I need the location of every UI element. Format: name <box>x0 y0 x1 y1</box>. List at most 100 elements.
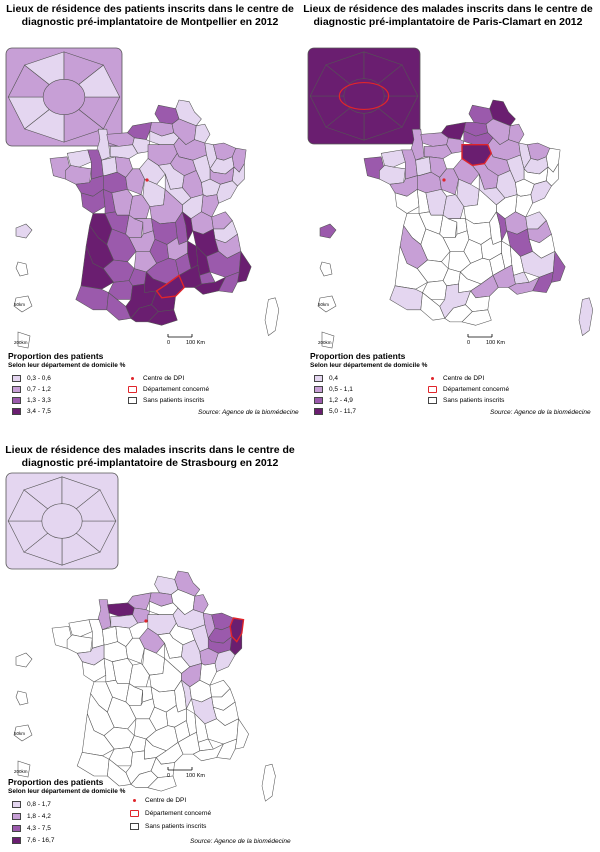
main-map <box>363 99 594 336</box>
department-pyrorient <box>461 309 492 326</box>
department-gard <box>492 264 516 288</box>
legend-sans-patients: Sans patients inscrits <box>130 823 206 830</box>
legend-label: Département concerné <box>143 386 210 393</box>
legend-center-dpi: Centre de DPI <box>428 375 484 382</box>
department-rhone <box>182 211 194 242</box>
department-morbihan <box>65 165 92 185</box>
overseas-island <box>15 652 33 668</box>
overseas-insets: 50km 200km <box>13 223 33 349</box>
legend-swatch <box>12 397 21 404</box>
legend-class-4: 5,0 - 11,7 <box>314 408 356 415</box>
map-panel-montpellier: Lieux de résidence des patients inscrits… <box>0 0 300 425</box>
legend-departement-concerne: Département concerné <box>128 386 209 393</box>
scale-label-100km: 100 Km <box>186 773 205 779</box>
legend-class-3: 4,3 - 7,5 <box>12 825 51 832</box>
department-morbihan <box>66 634 93 654</box>
map-panel-strasbourg: Lieux de résidence des malades inscrits … <box>0 425 300 852</box>
legend-class-4: 3,4 - 7,5 <box>12 408 51 415</box>
legend-label: Sans patients inscrits <box>443 397 505 404</box>
legend-label: 0,4 <box>329 375 339 382</box>
department-orne <box>110 614 138 629</box>
center-dot-icon <box>130 797 139 804</box>
inset-highlight <box>338 81 390 111</box>
overseas-island <box>13 724 33 742</box>
source-note: Source: Agence de la biomédecine <box>190 838 291 845</box>
department-corse <box>261 763 276 802</box>
legend-swatch <box>428 386 437 393</box>
choropleth-map: 50km 200km 0 100 Km <box>307 47 594 349</box>
overseas-island <box>15 261 29 277</box>
overseas-island <box>319 261 333 277</box>
legend-swatch <box>130 823 139 830</box>
legend-subtitle: Selon leur département de domicile % <box>310 362 428 369</box>
scale-bar: 0 100 Km <box>467 334 505 346</box>
scale-label-zero: 0 <box>167 773 170 779</box>
department-cotesarmor <box>68 619 93 637</box>
legend-swatch <box>128 397 137 404</box>
legend-swatch <box>314 397 323 404</box>
panel-title-line2: diagnostic pré-implantatoire de Strasbou… <box>21 457 279 469</box>
legend-sans-patients: Sans patients inscrits <box>428 397 504 404</box>
legend-swatch <box>12 408 21 415</box>
scale-label-zero: 0 <box>467 340 470 346</box>
legend-label: 5,0 - 11,7 <box>329 408 356 415</box>
legend-class-3: 1,3 - 3,3 <box>12 397 51 404</box>
legend-center-dpi: Centre de DPI <box>130 797 186 804</box>
legend-swatch <box>428 397 437 404</box>
department-rhone <box>496 211 508 242</box>
overseas-insets: 50km 200km <box>317 223 337 349</box>
inset-paris <box>343 78 385 114</box>
inset-scale-label: 200km <box>14 769 28 774</box>
legend-label: 7,6 - 16,7 <box>27 837 55 844</box>
center-dot-icon <box>428 375 437 382</box>
department-manche <box>96 128 111 161</box>
legend-departement-concerne: Département concerné <box>428 386 509 393</box>
inset-scale-label: 200km <box>318 340 332 345</box>
inset-scale-label: 50km <box>14 731 25 736</box>
panel-title-line1: Lieux de résidence des patients inscrits… <box>6 3 294 15</box>
legend-class-2: 1,8 - 4,2 <box>12 813 51 820</box>
main-map <box>51 570 276 802</box>
department-corse <box>264 297 280 336</box>
legend-title: Proportion des patients <box>310 351 406 361</box>
dpi-center-marker <box>144 619 148 623</box>
highlight-department <box>229 617 245 643</box>
legend-departement-concerne: Département concerné <box>130 810 211 817</box>
dpi-center-marker <box>145 178 149 182</box>
choropleth-map: 50km 200km 0 100 Km <box>5 472 276 802</box>
legend-label: Centre de DPI <box>443 375 485 382</box>
department-orne <box>423 144 452 159</box>
department-pasdecalais <box>468 104 494 125</box>
overseas-insets: 50km 200km <box>13 652 33 778</box>
legend-class-1: 0,4 <box>314 375 338 382</box>
legend-class-4: 7,6 - 16,7 <box>12 837 54 844</box>
legend-subtitle: Selon leur département de domicile % <box>8 362 126 369</box>
legend-label: 3,4 - 7,5 <box>27 408 51 415</box>
department-pyrorient <box>147 775 177 792</box>
legend-swatch <box>12 813 21 820</box>
overseas-island <box>317 295 337 313</box>
panel-title-line1: Lieux de résidence des malades inscrits … <box>303 3 593 15</box>
department-vienne <box>112 658 133 684</box>
legend-center-dpi: Centre de DPI <box>128 375 184 382</box>
legend-label: 0,5 - 1,1 <box>329 386 353 393</box>
scale-bar: 0 100 Km <box>167 334 205 346</box>
overseas-island <box>17 331 31 349</box>
department-pasdecalais <box>154 104 180 125</box>
department-pyratl <box>76 752 110 777</box>
legend-label: Centre de DPI <box>143 375 185 382</box>
department-cotesarmor <box>380 149 406 168</box>
legend-subtitle: Selon leur département de domicile % <box>8 788 126 795</box>
choropleth-map: 50km 200km 0 100 Km <box>5 47 280 349</box>
department-cotesarmor <box>66 149 92 168</box>
legend-label: Sans patients inscrits <box>145 823 207 830</box>
department-corse <box>578 297 594 336</box>
legend-swatch <box>128 386 137 393</box>
department-pasdecalais <box>154 575 179 595</box>
scale-label-zero: 0 <box>167 340 170 346</box>
department-pyrorient <box>147 309 178 326</box>
highlight-department <box>155 274 186 299</box>
department-ardennes <box>194 123 211 144</box>
department-morbihan <box>379 165 406 185</box>
legend-label: 1,3 - 3,3 <box>27 397 51 404</box>
